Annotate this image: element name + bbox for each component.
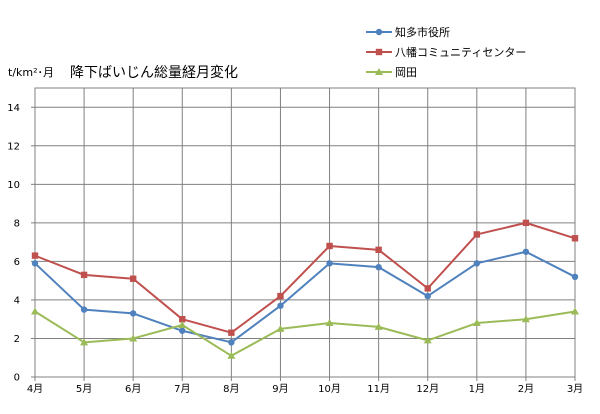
y-tick-label: 10 — [7, 180, 20, 191]
series-line — [34, 250, 576, 344]
data-point — [326, 242, 333, 250]
legend-entry: 知多市役所 — [366, 25, 450, 39]
data-point — [276, 324, 285, 332]
y-tick-label: 14 — [7, 103, 20, 114]
plot-area — [34, 87, 576, 378]
series-知多市役所 — [31, 248, 579, 346]
data-point — [179, 327, 186, 334]
data-point — [179, 316, 186, 323]
data-point — [423, 336, 432, 344]
data-point — [31, 252, 39, 259]
series-line — [34, 310, 576, 357]
data-point — [522, 219, 530, 227]
data-point — [325, 319, 334, 327]
series-岡田 — [31, 307, 579, 359]
data-point — [277, 292, 284, 300]
chart-title: 降下ばいじん総量経月変化 — [70, 64, 238, 81]
data-point — [473, 260, 481, 267]
data-point — [80, 306, 88, 313]
data-point — [472, 319, 481, 327]
x-tick-label: 12月 — [416, 383, 439, 395]
y-tick-label: 6 — [14, 257, 20, 268]
data-point — [571, 273, 579, 281]
data-point — [80, 338, 89, 346]
legend-marker — [375, 68, 383, 75]
y-axis: 0 2 4 6 8 10 12 14 — [7, 103, 35, 384]
data-point — [326, 260, 333, 267]
data-point — [277, 302, 284, 309]
data-point — [522, 248, 530, 255]
legend-label: 八幡コミュニティセンター — [395, 45, 526, 59]
data-point — [178, 320, 187, 328]
data-point — [31, 307, 39, 315]
y-tick-label: 8 — [14, 218, 20, 229]
series-layer — [31, 219, 579, 359]
legend-label: 岡田 — [395, 66, 417, 79]
x-tick-label: 10月 — [318, 383, 341, 395]
data-point — [571, 307, 579, 315]
legend-marker — [375, 48, 383, 56]
y-tick-label: 2 — [14, 334, 20, 345]
data-point — [228, 339, 235, 346]
data-point — [374, 322, 383, 330]
data-point — [129, 310, 137, 317]
data-point — [375, 246, 382, 254]
legend-entry: 八幡コミュニティセンター — [366, 45, 526, 59]
x-tick-label: 11月 — [367, 383, 390, 395]
x-tick-label: 9月 — [272, 383, 288, 395]
x-tick-label: 3月 — [567, 383, 583, 395]
data-point — [571, 235, 579, 242]
data-point — [375, 263, 382, 271]
x-tick-label: 1月 — [469, 383, 485, 395]
y-tick-label: 12 — [7, 141, 20, 152]
series-line — [34, 221, 576, 334]
x-tick-label: 7月 — [174, 383, 190, 395]
data-point — [473, 231, 481, 238]
x-tick-label: 8月 — [223, 383, 239, 395]
x-tick-label: 5月 — [76, 383, 92, 395]
data-point — [80, 271, 88, 279]
data-point — [228, 329, 235, 336]
y-axis-unit-label: t/km²･月 — [8, 66, 54, 79]
y-tick-label: 4 — [14, 295, 20, 306]
data-point — [31, 260, 39, 267]
data-point — [521, 315, 530, 323]
series-八幡コミュニティセンター — [31, 219, 579, 336]
y-tick-label: 0 — [14, 373, 20, 384]
data-point — [227, 351, 236, 359]
data-point — [129, 334, 138, 342]
data-point — [424, 285, 431, 292]
legend-marker — [375, 28, 383, 36]
legend-label: 知多市役所 — [395, 25, 450, 39]
x-tick-label: 6月 — [125, 383, 141, 395]
x-tick-label: 2月 — [518, 383, 534, 395]
legend-entry: 岡田 — [366, 66, 417, 79]
data-point — [424, 292, 431, 300]
data-point — [129, 275, 137, 282]
x-axis: 4月 5月 6月 7月 8月 9月 10月 11月 12月 1月 2月 3月 — [27, 377, 583, 395]
x-tick-label: 4月 — [27, 383, 43, 395]
